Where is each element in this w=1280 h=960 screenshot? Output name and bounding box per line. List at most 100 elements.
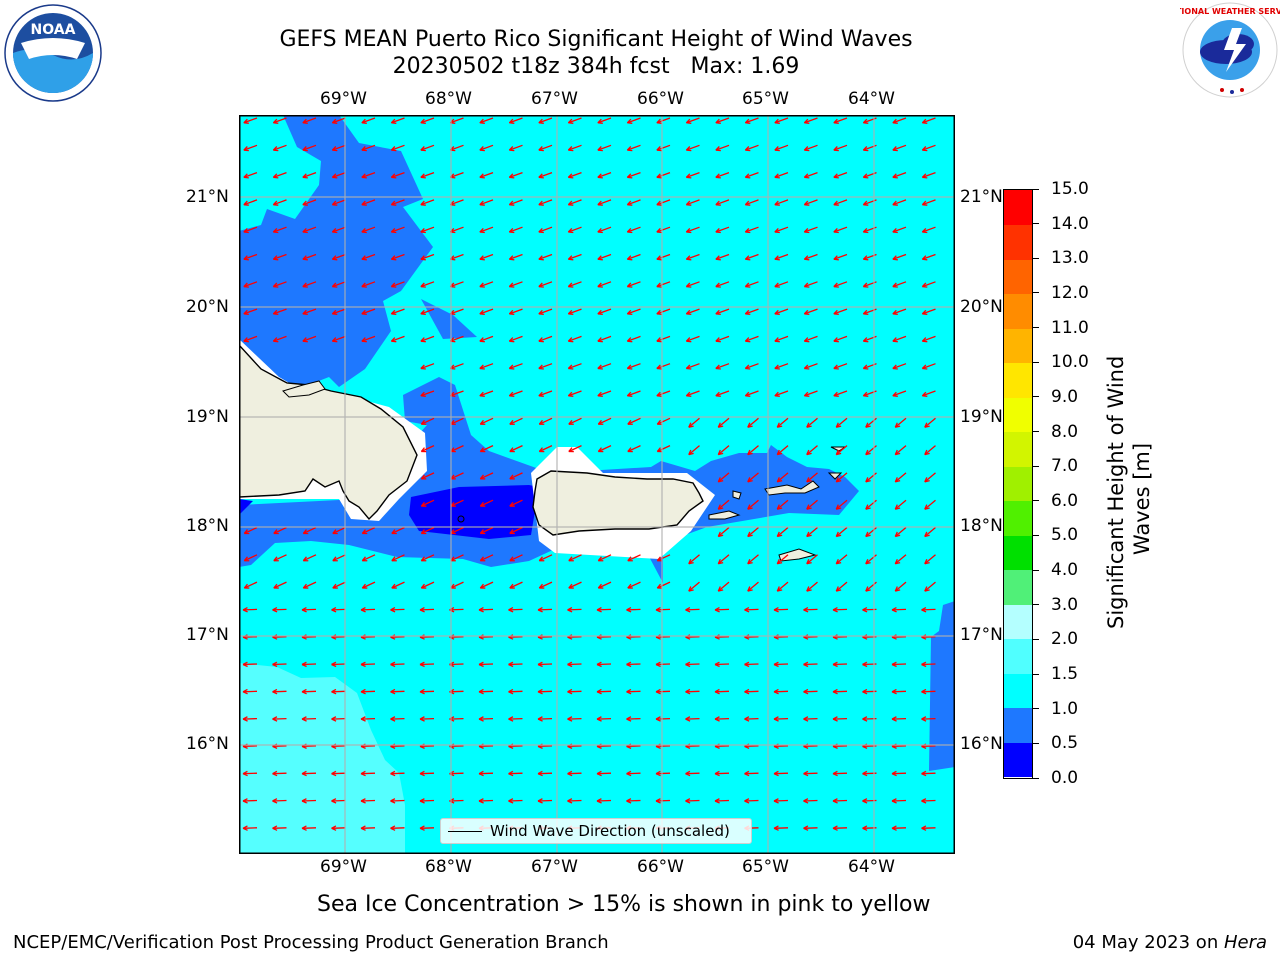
wave-direction-arrowhead (894, 558, 898, 565)
wave-direction-arrowhead (449, 800, 455, 804)
lat-label-right: 21°N (960, 187, 1003, 207)
wave-direction-arrowhead (747, 504, 751, 510)
wave-direction-arrowhead (537, 636, 543, 640)
colorbar-tick (1033, 188, 1039, 190)
wave-direction-arrowhead (892, 118, 897, 124)
wave-direction-arrowhead (242, 773, 248, 777)
wave-direction-arrowhead (924, 558, 928, 565)
wave-direction-arrow (597, 308, 612, 315)
wave-direction-arrowhead (747, 452, 753, 456)
wave-direction-arrow (835, 554, 848, 565)
wave-direction-arrowhead (745, 176, 751, 179)
wave-direction-arrowhead (272, 661, 278, 666)
wave-direction-arrowhead (833, 231, 839, 234)
wave-direction-arrow (450, 253, 464, 260)
wave-direction-arrowhead (332, 529, 337, 534)
wave-direction-arrowhead (419, 688, 425, 693)
wave-direction-arrow (804, 171, 818, 178)
wave-direction-arrow (568, 417, 582, 425)
wave-direction-arrowhead (803, 255, 809, 260)
wave-direction-arrow (627, 144, 641, 151)
wave-direction-arrowhead (921, 200, 927, 206)
wave-direction-arrowhead (891, 661, 897, 666)
wave-direction-arrowhead (597, 122, 603, 124)
wave-direction-arrowhead (508, 716, 514, 720)
wave-direction-arrowhead (331, 773, 337, 777)
wave-direction-arrowhead (243, 583, 248, 589)
wave-direction-arrowhead (745, 231, 751, 234)
wave-direction-arrowhead (302, 176, 308, 179)
wave-direction-arrow (539, 417, 553, 425)
wave-direction-arrow (597, 363, 612, 370)
wave-direction-arrowhead (509, 556, 514, 562)
wave-direction-arrowhead (715, 231, 721, 234)
wave-direction-arrowhead (922, 176, 928, 179)
colorbar-label: 9.0 (1051, 386, 1079, 407)
wave-direction-arrowhead (832, 770, 838, 775)
wave-direction-arrowhead (685, 364, 691, 369)
wave-direction-arrow (244, 554, 258, 562)
wave-direction-arrow (894, 554, 907, 565)
wave-direction-arrowhead (419, 661, 425, 666)
wave-direction-arrowhead (243, 146, 248, 151)
wave-direction-arrowhead (803, 391, 809, 397)
wave-direction-arrowhead (243, 122, 249, 124)
wave-direction-arrowhead (626, 606, 632, 611)
wave-direction-arrowhead (332, 583, 337, 589)
wave-direction-arrowhead (597, 146, 602, 151)
wave-direction-arrowhead (626, 688, 632, 693)
wave-direction-arrow (715, 199, 730, 206)
wave-direction-arrowhead (390, 773, 396, 777)
wave-direction-arrowhead (391, 176, 397, 179)
wave-direction-arrowhead (803, 800, 809, 804)
wave-band-0-0p5 (409, 485, 539, 539)
wave-direction-arrowhead (449, 661, 455, 666)
wave-direction-arrowhead (360, 718, 366, 722)
wave-direction-arrow (303, 554, 317, 562)
puerto-rico-land (532, 470, 704, 536)
wave-direction-arrowhead (776, 504, 780, 510)
wave-direction-arrowhead (242, 716, 248, 720)
wave-direction-arrow (480, 445, 494, 453)
wave-direction-arrow (509, 335, 523, 342)
wave-direction-arrowhead (272, 609, 278, 613)
wave-direction-arrowhead (538, 282, 543, 288)
wave-direction-arrowhead (862, 118, 868, 124)
wave-direction-arrowhead (803, 688, 809, 693)
colorbar-label: 15.0 (1051, 179, 1089, 199)
wave-direction-arrowhead (685, 745, 691, 749)
wave-direction-arrowhead (774, 176, 780, 179)
wave-direction-arrowhead (420, 204, 426, 206)
wave-direction-arrow (420, 335, 435, 342)
wave-direction-arrowhead (806, 561, 812, 565)
wave-direction-arrow (568, 363, 582, 370)
wave-direction-arrowhead (921, 255, 927, 260)
wave-direction-arrowhead (567, 337, 573, 342)
wave-direction-arrowhead (509, 176, 515, 179)
wave-direction-arrowhead (301, 609, 307, 613)
wave-direction-arrow (480, 526, 494, 535)
wave-direction-arrowhead (773, 636, 779, 640)
wave-direction-arrowhead (272, 800, 278, 804)
wave-direction-arrowhead (865, 477, 869, 483)
wave-direction-arrowhead (714, 798, 720, 802)
wave-direction-arrowhead (302, 231, 308, 234)
wave-direction-arrowhead (744, 606, 750, 611)
wave-direction-arrowhead (361, 309, 366, 315)
wave-direction-arrowhead (390, 688, 396, 693)
wave-direction-arrowhead (301, 798, 307, 802)
wave-direction-arrowhead (922, 204, 928, 206)
wave-direction-arrow (420, 308, 435, 315)
wave-direction-arrowhead (479, 200, 484, 206)
colorbar-segment (1004, 293, 1032, 329)
wave-direction-arrow (686, 199, 700, 206)
wave-direction-arrow (509, 554, 523, 562)
wave-direction-arrow (894, 417, 907, 428)
wave-direction-arrowhead (745, 367, 751, 370)
wave-direction-arrow (833, 281, 848, 288)
wave-direction-arrowhead (836, 452, 842, 456)
wave-direction-arrowhead (717, 504, 721, 510)
colorbar-segment (1004, 604, 1032, 640)
wave-direction-arrowhead (688, 422, 692, 428)
colorbar-tick (1033, 257, 1039, 259)
